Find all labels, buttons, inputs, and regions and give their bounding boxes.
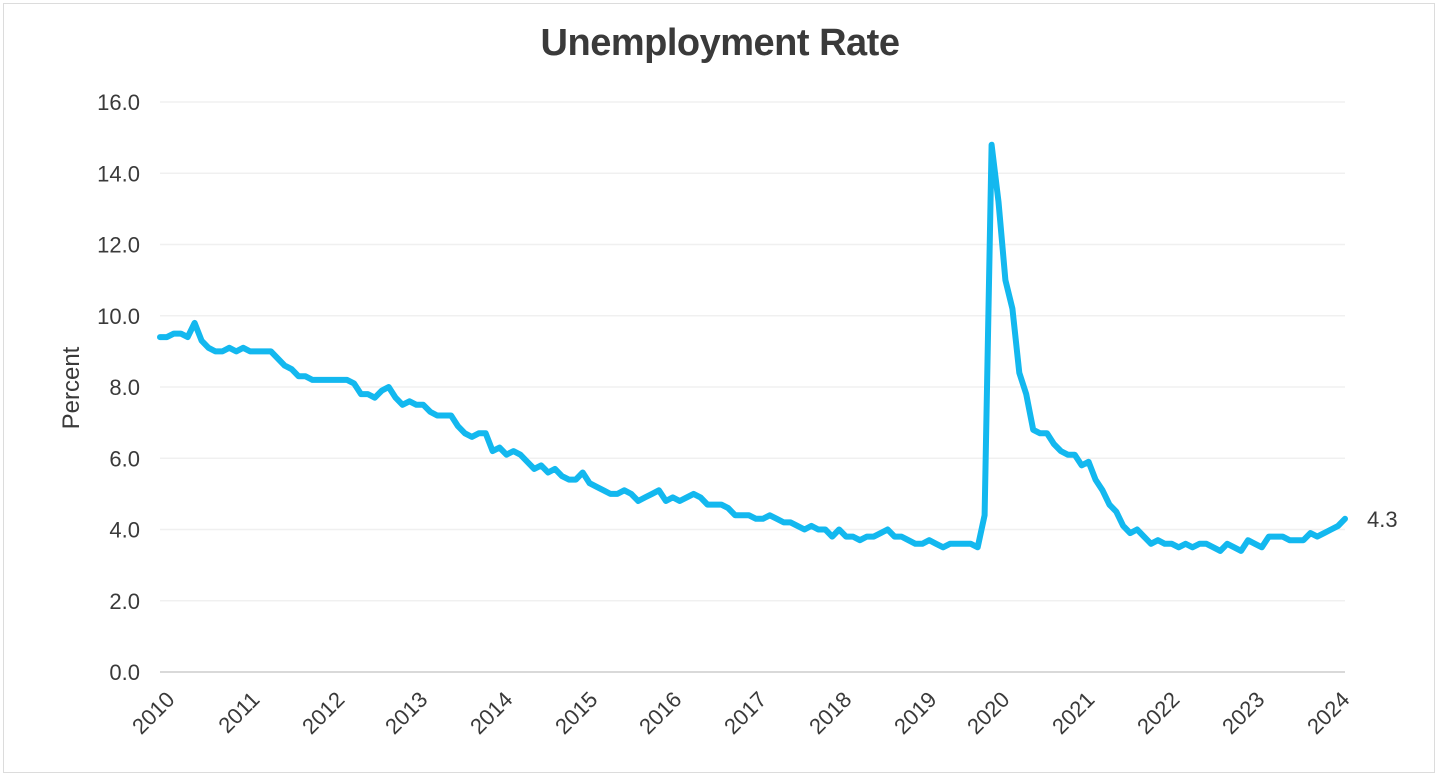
y-tick-label: 6.0 [109, 446, 140, 471]
chart-frame [3, 3, 1435, 773]
y-tick-label: 14.0 [97, 161, 140, 186]
gridlines [160, 101, 1345, 673]
y-tick-label: 2.0 [109, 589, 140, 614]
x-tick-label: 2012 [297, 687, 349, 739]
y-axis-label: Percent [58, 346, 85, 429]
x-axis-ticks: 2010 2011 2012 2013 2014 2015 2016 2017 2018 2019… [127, 687, 1354, 739]
x-tick-label: 2024 [1302, 687, 1354, 739]
x-tick-label: 2013 [380, 687, 432, 739]
chart-title: Unemployment Rate [540, 22, 900, 64]
y-tick-label: 0.0 [109, 660, 140, 685]
x-tick-label: 2019 [889, 687, 941, 739]
y-tick-label: 8.0 [109, 375, 140, 400]
x-tick-label: 2016 [634, 687, 686, 739]
x-tick-label: 2011 [213, 687, 264, 738]
y-tick-label: 4.0 [109, 518, 140, 543]
x-tick-label: 2014 [465, 687, 517, 739]
x-tick-label: 2020 [962, 687, 1014, 739]
x-tick-label: 2010 [127, 687, 179, 739]
y-tick-label: 12.0 [97, 233, 140, 258]
x-tick-label: 2021 [1047, 687, 1099, 739]
x-tick-label: 2022 [1132, 687, 1184, 739]
y-tick-label: 16.0 [97, 90, 140, 115]
x-tick-label: 2015 [550, 687, 602, 739]
y-axis-ticks: 0.0 2.0 4.0 6.0 8.0 10.0 12.0 14.0 16.0 [97, 90, 140, 685]
unemployment-line [157, 141, 1348, 554]
x-tick-label: 2023 [1217, 687, 1269, 739]
x-tick-label: 2017 [719, 687, 771, 739]
last-value-label: 4.3 [1367, 507, 1398, 532]
y-tick-label: 10.0 [97, 304, 140, 329]
x-tick-label: 2018 [804, 687, 856, 739]
